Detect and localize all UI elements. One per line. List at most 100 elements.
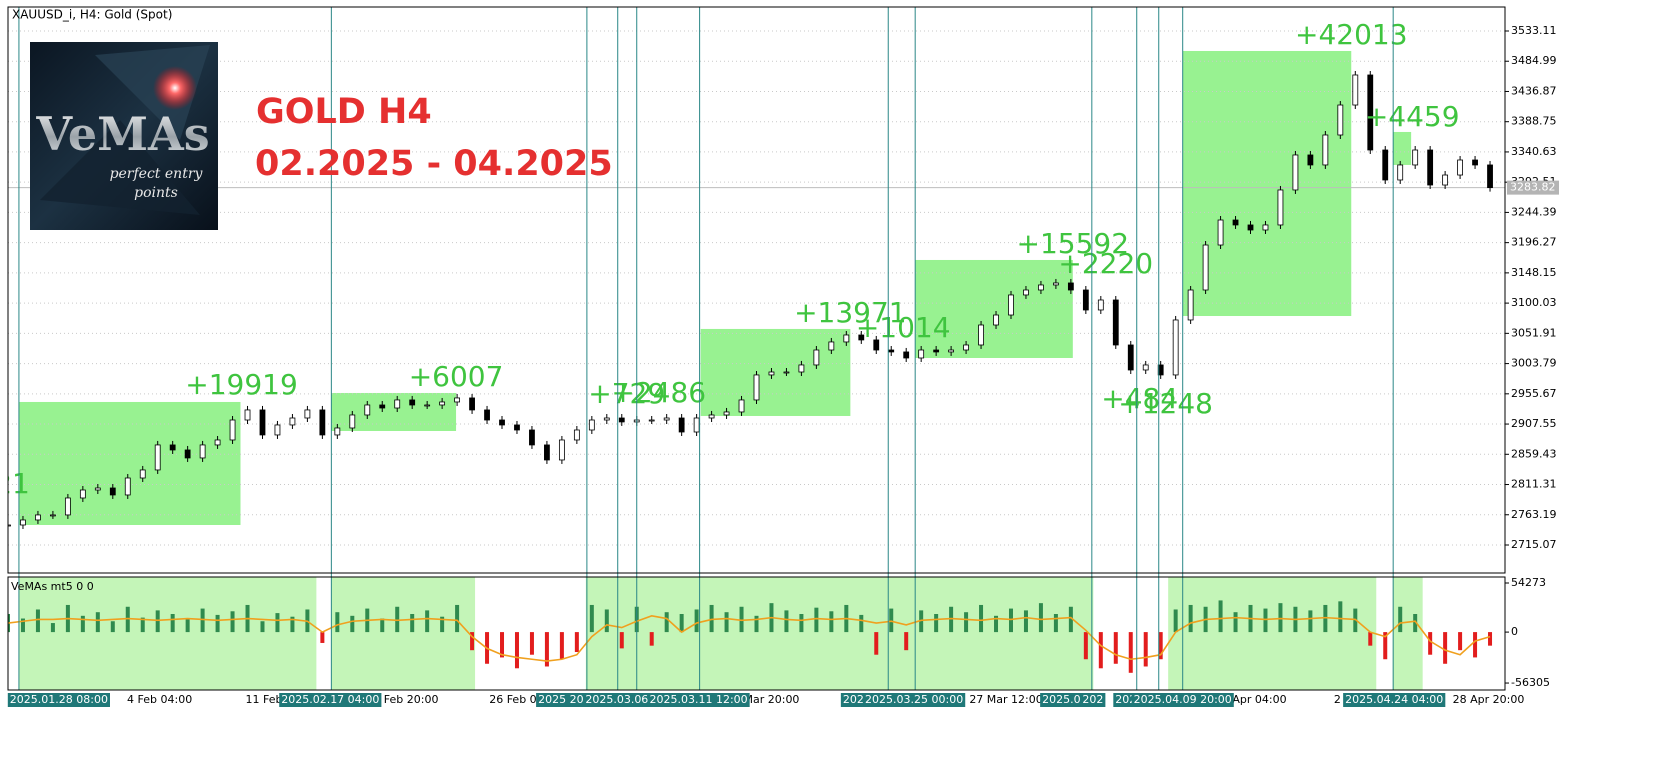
hist-bar [425,610,430,633]
candle-body [1352,74,1359,106]
y-tick-label: 3484.99 [1511,54,1557,67]
signal-tag [1343,693,1446,707]
signal-line-series [8,614,1491,662]
trend-zone [585,577,1094,690]
candle-body [1127,344,1134,371]
hist-bar [1308,610,1313,633]
candle-body [1322,134,1329,166]
candle-body [1217,219,1224,246]
candle-body [289,417,296,426]
hist-bar [709,604,714,633]
hist-bar [335,612,340,633]
logo-name: VeMAs [35,107,209,161]
candle-body [603,417,610,421]
signal-tag-label: 202 [1115,693,1136,706]
signal-tag [279,693,382,707]
hist-bar [215,614,220,633]
hist-bar [739,606,744,633]
logo: VeMAs perfect entry points [30,42,218,230]
price-frame [7,6,1506,574]
hist-bar [200,608,205,633]
candle-body [1262,224,1269,231]
hist-bar [1368,632,1373,646]
candle-body [199,444,206,459]
hist-bar [95,612,100,633]
candle-body [933,349,940,353]
candle-body [618,417,625,423]
x-tick-label: 2 [1334,693,1341,706]
hist-bar [1053,614,1058,633]
candle-body [304,409,311,419]
hist-bar [694,609,699,633]
hist-bar [1488,632,1493,646]
candle-body [1023,289,1029,296]
indicator-title: VeMAs mt5 0 0 [11,580,94,593]
indicator-pane [8,577,1493,690]
hist-bar [1413,614,1418,633]
candle-body [573,429,580,441]
price-tag [1507,180,1559,195]
hist-bar [1278,603,1283,633]
hist-bar [185,619,190,633]
hist-bar [1173,609,1178,633]
candle-body [858,334,865,341]
candle-body [1277,189,1284,226]
logo-glow [153,66,197,110]
candle-body [409,399,416,406]
candle-body [1232,219,1239,226]
profit-label: +484 [1101,382,1178,415]
signal-tag-label: 202 [1082,693,1103,706]
candle-body [813,349,820,366]
hist-bar [664,612,669,633]
hist-bar [1158,632,1163,660]
signal-tag-label: 2025.03.25 00:00 [865,693,963,706]
candle-body [558,439,565,461]
hist-bar [230,611,235,633]
candle-body [1442,174,1449,186]
candle-body [1053,282,1059,286]
candle-body [334,427,341,436]
hist-bar [1398,606,1403,633]
profit-label: +4459 [1365,100,1460,133]
candle-body [1172,319,1179,376]
candle-body [20,519,26,526]
y-tick-label: 3196.27 [1511,236,1557,249]
x-tick-label: Apr 04:00 [1232,693,1286,706]
candle-body [663,417,670,421]
candle-body [1202,244,1209,291]
hist-bar [754,615,759,633]
logo-shape [40,120,200,215]
profit-label: +42013 [1295,18,1408,51]
y-tick-label: 2955.67 [1511,387,1557,400]
candle-body [588,419,595,431]
hist-bar [904,632,909,651]
hist-bar [1068,606,1073,633]
candle-body [379,404,386,409]
hist-bar [1008,608,1013,633]
hist-bar [1188,604,1193,633]
hist-bar [35,609,40,633]
hist-bar [410,614,415,633]
candle-body [109,487,116,496]
hist-bar [1098,632,1103,669]
candle-body [648,419,655,422]
y-tick-label: 3388.75 [1511,115,1557,128]
hist-bar [619,632,624,649]
candle-body [798,364,805,373]
candle-body [1472,159,1478,166]
trend-zone [331,577,476,690]
trend-zone [1392,577,1423,690]
indicator-frame [7,576,1506,691]
candle-body [50,514,56,517]
profit-label: +1014 [856,311,951,344]
hist-bar [125,606,130,633]
candle-body [873,339,880,351]
candle-body [738,399,745,413]
hist-bar [799,614,804,633]
y-tick-label: 2811.31 [1511,478,1557,491]
hist-bar [110,621,115,633]
hist-bar [934,614,939,633]
hist-bar [155,610,160,633]
hist-bar [350,615,355,633]
candle-body [783,371,790,374]
